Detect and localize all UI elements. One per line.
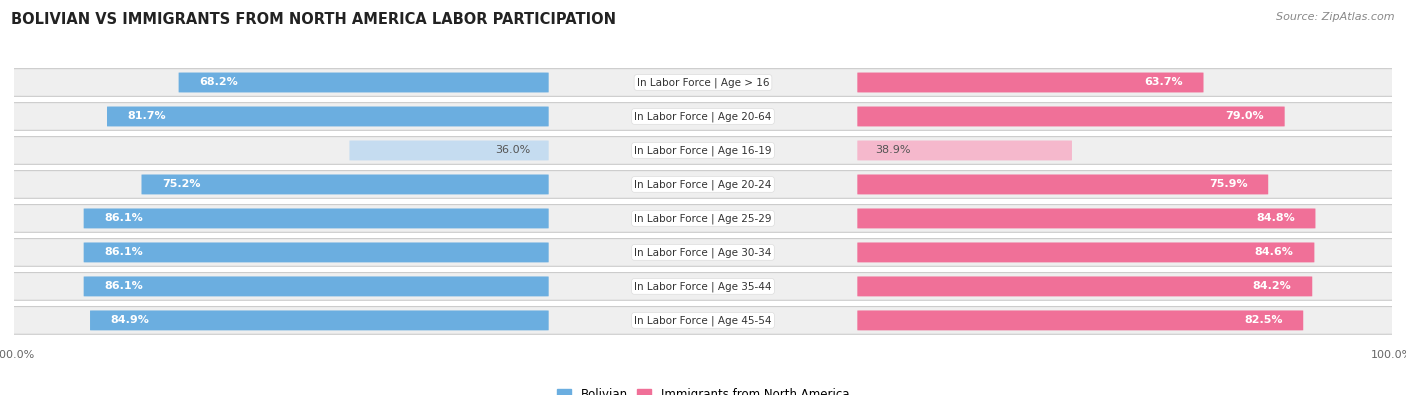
Text: 68.2%: 68.2%	[200, 77, 238, 87]
FancyBboxPatch shape	[858, 73, 1204, 92]
FancyBboxPatch shape	[142, 175, 548, 194]
Text: 84.6%: 84.6%	[1254, 247, 1294, 258]
Text: In Labor Force | Age > 16: In Labor Force | Age > 16	[637, 77, 769, 88]
FancyBboxPatch shape	[858, 310, 1303, 330]
Text: In Labor Force | Age 25-29: In Labor Force | Age 25-29	[634, 213, 772, 224]
Text: In Labor Force | Age 30-34: In Labor Force | Age 30-34	[634, 247, 772, 258]
Text: In Labor Force | Age 45-54: In Labor Force | Age 45-54	[634, 315, 772, 325]
FancyBboxPatch shape	[858, 276, 1312, 296]
FancyBboxPatch shape	[0, 69, 1406, 96]
FancyBboxPatch shape	[350, 141, 548, 160]
FancyBboxPatch shape	[0, 103, 1406, 130]
Text: 63.7%: 63.7%	[1144, 77, 1182, 87]
Text: 86.1%: 86.1%	[104, 213, 143, 224]
Text: 38.9%: 38.9%	[875, 145, 911, 156]
FancyBboxPatch shape	[0, 273, 1406, 300]
FancyBboxPatch shape	[84, 276, 548, 296]
Text: 84.9%: 84.9%	[111, 316, 149, 325]
FancyBboxPatch shape	[858, 107, 1285, 126]
Text: In Labor Force | Age 20-24: In Labor Force | Age 20-24	[634, 179, 772, 190]
FancyBboxPatch shape	[858, 175, 1268, 194]
FancyBboxPatch shape	[90, 310, 548, 330]
Text: 81.7%: 81.7%	[128, 111, 166, 122]
FancyBboxPatch shape	[107, 107, 548, 126]
FancyBboxPatch shape	[0, 137, 1406, 164]
FancyBboxPatch shape	[0, 171, 1406, 198]
FancyBboxPatch shape	[0, 307, 1406, 334]
Text: 84.2%: 84.2%	[1253, 281, 1292, 292]
FancyBboxPatch shape	[84, 209, 548, 228]
Text: In Labor Force | Age 16-19: In Labor Force | Age 16-19	[634, 145, 772, 156]
FancyBboxPatch shape	[179, 73, 548, 92]
Text: 82.5%: 82.5%	[1244, 316, 1282, 325]
Text: 36.0%: 36.0%	[495, 145, 531, 156]
FancyBboxPatch shape	[0, 205, 1406, 232]
FancyBboxPatch shape	[858, 243, 1315, 262]
FancyBboxPatch shape	[0, 239, 1406, 266]
Legend: Bolivian, Immigrants from North America: Bolivian, Immigrants from North America	[553, 384, 853, 395]
Text: 84.8%: 84.8%	[1256, 213, 1295, 224]
Text: 86.1%: 86.1%	[104, 247, 143, 258]
Text: In Labor Force | Age 35-44: In Labor Force | Age 35-44	[634, 281, 772, 292]
FancyBboxPatch shape	[858, 141, 1071, 160]
Text: 79.0%: 79.0%	[1226, 111, 1264, 122]
FancyBboxPatch shape	[84, 243, 548, 262]
Text: 75.9%: 75.9%	[1209, 179, 1247, 190]
Text: BOLIVIAN VS IMMIGRANTS FROM NORTH AMERICA LABOR PARTICIPATION: BOLIVIAN VS IMMIGRANTS FROM NORTH AMERIC…	[11, 12, 616, 27]
FancyBboxPatch shape	[858, 209, 1316, 228]
Text: In Labor Force | Age 20-64: In Labor Force | Age 20-64	[634, 111, 772, 122]
Text: Source: ZipAtlas.com: Source: ZipAtlas.com	[1277, 12, 1395, 22]
Text: 86.1%: 86.1%	[104, 281, 143, 292]
Text: 75.2%: 75.2%	[162, 179, 201, 190]
